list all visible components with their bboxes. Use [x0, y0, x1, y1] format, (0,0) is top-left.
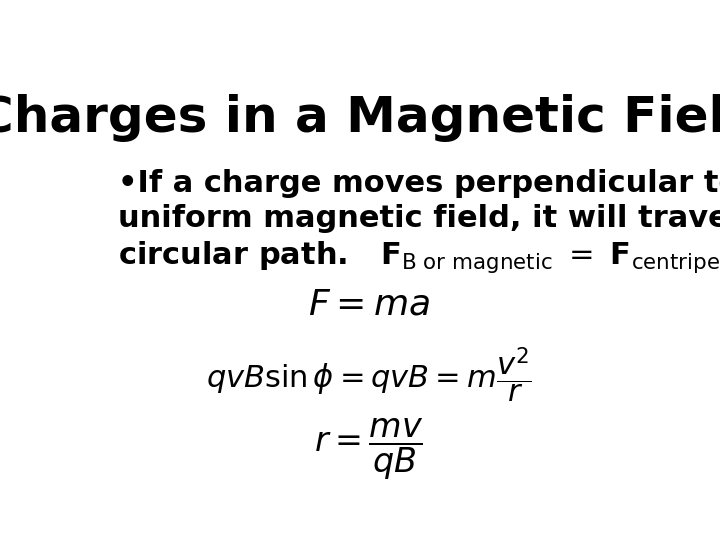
Text: $F = ma$: $F = ma$: [308, 287, 430, 321]
Text: $r = \dfrac{mv}{qB}$: $r = \dfrac{mv}{qB}$: [315, 416, 423, 482]
Text: $qvB\sin\phi = qvB = m\dfrac{v^2}{r}$: $qvB\sin\phi = qvB = m\dfrac{v^2}{r}$: [206, 346, 532, 404]
Text: circular path.   $\mathbf{F}_{\rm B\ or\ magnetic}\ =\ \mathbf{F}_{\rm centripet: circular path. $\mathbf{F}_{\rm B\ or\ m…: [118, 239, 720, 275]
Text: uniform magnetic field, it will travel in a: uniform magnetic field, it will travel i…: [118, 204, 720, 233]
Text: •If a charge moves perpendicular to a: •If a charge moves perpendicular to a: [118, 168, 720, 198]
Text: Charges in a Magnetic Field: Charges in a Magnetic Field: [0, 94, 720, 142]
